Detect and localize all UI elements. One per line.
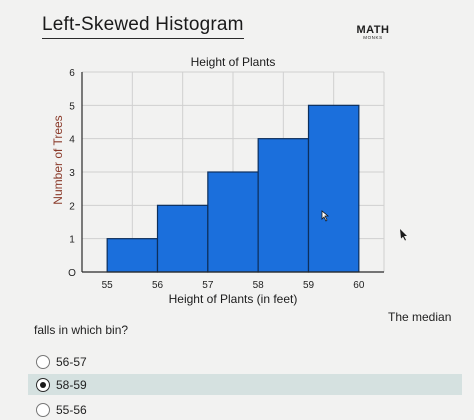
mouse-cursor-icon	[321, 210, 330, 222]
x-axis-label: Height of Plants (in feet)	[169, 292, 298, 306]
math-monks-logo: MATH MONKS	[356, 24, 390, 40]
histogram-bar	[207, 171, 259, 273]
histogram-bar	[307, 104, 360, 273]
question-text: falls in which bin?	[34, 323, 129, 337]
answer-option-label: 55-56	[56, 402, 87, 417]
histogram-bar	[106, 238, 159, 273]
chart-title: Height of Plants	[191, 55, 276, 69]
radio-button[interactable]	[36, 354, 50, 369]
histogram-bar	[257, 138, 310, 273]
answer-option-58-59[interactable]: 58-59	[28, 374, 462, 395]
bars	[106, 104, 360, 273]
answer-option-56-57[interactable]: 56-57	[28, 351, 462, 372]
y-tick-label: 2	[69, 201, 75, 212]
y-tick-label: 1	[69, 235, 75, 246]
y-tick-label: 6	[69, 68, 75, 79]
x-tick-label: 59	[303, 280, 315, 291]
y-tick-label: 4	[69, 135, 75, 146]
x-tick-label: 56	[152, 280, 164, 291]
y-axis-label: Number of Trees	[51, 115, 65, 204]
histogram-bar	[156, 204, 209, 273]
y-tick-label: O	[68, 268, 76, 279]
answer-option-55-56[interactable]: 55-56	[28, 399, 462, 420]
x-tick-label: 57	[202, 280, 214, 291]
answer-option-label: 58-59	[56, 377, 87, 392]
plot-frame	[81, 72, 384, 273]
pointer-arrow-icon	[400, 229, 407, 241]
page-title: Left-Skewed Histogram	[42, 14, 244, 39]
logo-line2: MONKS	[363, 35, 383, 40]
radio-button[interactable]	[36, 377, 50, 392]
y-tick-label: 3	[69, 168, 75, 179]
y-tick-label: 5	[69, 101, 75, 112]
radio-button[interactable]	[36, 402, 50, 417]
x-tick-label: 60	[353, 280, 365, 291]
x-tick-label: 55	[102, 280, 114, 291]
answer-option-label: 56-57	[56, 354, 87, 369]
median-prompt-text: The median	[388, 310, 452, 324]
logo-line1: MATH	[356, 24, 390, 36]
x-tick-label: 58	[253, 280, 265, 291]
